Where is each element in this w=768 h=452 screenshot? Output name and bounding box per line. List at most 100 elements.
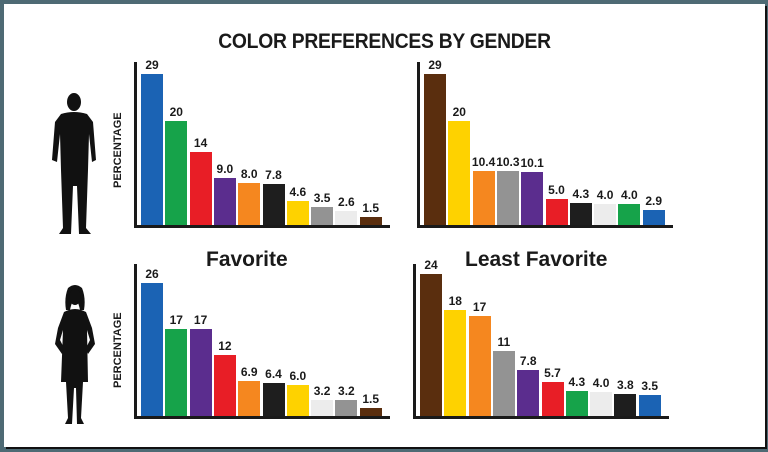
- bar-value-label: 12: [218, 338, 232, 353]
- bar-value-label: 4.3: [572, 186, 590, 201]
- bar-value-label: 17: [472, 299, 487, 314]
- bar-purple: [517, 369, 540, 416]
- infographic-card: COLOR PREFERENCES BY GENDER PERCENTAGE P…: [4, 4, 765, 447]
- x-axis-line: [413, 416, 669, 419]
- bar-orange: [238, 183, 261, 225]
- bar-value-label: 4.6: [289, 185, 307, 200]
- x-axis-line: [417, 225, 673, 228]
- bar-value-label: 3.2: [313, 383, 331, 398]
- bar-value-label: 3.8: [617, 377, 634, 392]
- male-silhouette-icon: [52, 93, 96, 234]
- bar-blue: [642, 209, 665, 225]
- y-axis-line: [134, 264, 137, 417]
- bar-green: [618, 204, 641, 225]
- chart-women-favorite: 26 17 17 12 6.9 6.4 6.0 3.2 3.2 1.5: [134, 264, 390, 419]
- bar-blue: [141, 283, 163, 416]
- bar-value-label: 26: [145, 267, 159, 282]
- bar-gray: [492, 351, 515, 416]
- bar-value-label: 2.6: [338, 195, 355, 210]
- bar-red: [541, 382, 564, 416]
- bar-blue: [638, 395, 661, 416]
- bar-value-label: 7.8: [265, 168, 282, 183]
- bar-value-label: 17: [193, 313, 208, 328]
- y-axis-label-men: PERCENTAGE: [112, 112, 124, 188]
- bar-value-label: 24: [424, 258, 438, 273]
- bar-value-label: 11: [497, 335, 511, 350]
- bar-yellow: [286, 201, 309, 225]
- bar-value-label: 5.0: [548, 183, 565, 197]
- bar-purple: [213, 178, 236, 225]
- bar-value-label: 10.1: [520, 156, 544, 171]
- bar-white: [590, 392, 613, 416]
- bar-yellow: [286, 385, 309, 416]
- bar-value-label: 3.2: [338, 383, 355, 398]
- bar-white: [311, 399, 334, 416]
- bar-blue: [141, 74, 163, 225]
- bar-white: [335, 211, 358, 225]
- bar-black: [614, 393, 637, 416]
- bar-orange: [472, 170, 495, 225]
- bar-value-label: 20: [452, 105, 466, 119]
- bar-value-label: 4.3: [568, 374, 586, 389]
- chart-men-least-favorite: 29 20 10.4 10.3 10.1 5.0 4.3 4.0 4.0 2.9: [417, 58, 673, 228]
- x-axis-line: [134, 416, 390, 419]
- bar-green: [165, 329, 188, 416]
- y-axis-line: [417, 62, 420, 226]
- bar-value-label: 2.9: [645, 193, 663, 208]
- bar-value-label: 18: [448, 293, 462, 308]
- bar-purple: [189, 329, 212, 416]
- bar-brown: [359, 408, 382, 416]
- x-axis-line: [134, 225, 390, 228]
- bar-red: [213, 354, 236, 416]
- bar-yellow: [448, 121, 471, 225]
- bar-value-label: 1.5: [362, 392, 380, 407]
- bar-green: [565, 390, 588, 416]
- y-axis-label-women: PERCENTAGE: [112, 312, 124, 388]
- bar-green: [165, 121, 188, 225]
- bar-value-label: 17: [169, 313, 183, 328]
- subtitle-least-favorite: Least Favorite: [465, 248, 608, 271]
- bar-value-label: 3.5: [641, 379, 659, 394]
- bar-value-label: 10.3: [496, 155, 520, 170]
- bar-value-label: 4.0: [621, 188, 638, 203]
- bar-gray: [335, 399, 358, 416]
- bar-orange: [238, 380, 261, 416]
- y-axis-line: [413, 264, 416, 417]
- bar-value-label: 9.0: [216, 162, 234, 177]
- bar-value-label: 29: [145, 58, 159, 73]
- bar-white: [594, 204, 617, 225]
- bar-value-label: 3.5: [313, 190, 331, 205]
- bar-brown: [359, 217, 382, 225]
- bar-yellow: [444, 309, 467, 416]
- bar-value-label: 6.0: [289, 369, 307, 384]
- bar-black: [262, 184, 285, 225]
- bar-purple: [521, 172, 544, 225]
- bar-value-label: 4.0: [592, 376, 610, 391]
- bar-value-label: 6.4: [265, 367, 282, 382]
- bar-value-label: 10.4: [471, 154, 496, 169]
- bar-gray: [496, 171, 519, 225]
- y-axis-line: [134, 62, 137, 226]
- bar-value-label: 29: [428, 58, 442, 73]
- bar-red: [189, 152, 212, 225]
- subtitle-favorite: Favorite: [206, 248, 288, 271]
- bar-black: [262, 383, 285, 416]
- bar-brown: [424, 74, 446, 225]
- bar-value-label: 20: [169, 105, 183, 119]
- chart-women-least-favorite: 24 18 17 11 7.8 5.7 4.3 4.0 3.8 3.5: [413, 258, 669, 419]
- bar-value-label: 4.0: [596, 188, 614, 203]
- chart-title: COLOR PREFERENCES BY GENDER: [218, 30, 551, 53]
- bar-value-label: 14: [193, 136, 208, 151]
- bar-value-label: 5.7: [544, 366, 561, 381]
- bar-value-label: 1.5: [362, 201, 380, 216]
- chart-men-favorite: 29 20 14 9.0 8.0 7.8 4.6 3.5 2.6 1.5: [134, 58, 390, 228]
- bar-value-label: 8.0: [240, 167, 258, 182]
- bar-value-label: 7.8: [519, 353, 537, 368]
- bar-orange: [468, 315, 491, 416]
- female-silhouette-icon: [55, 285, 95, 424]
- bar-value-label: 6.9: [240, 364, 258, 379]
- bar-black: [569, 202, 592, 225]
- bar-red: [545, 199, 568, 225]
- bar-gray: [311, 206, 334, 225]
- bar-brown: [420, 274, 442, 416]
